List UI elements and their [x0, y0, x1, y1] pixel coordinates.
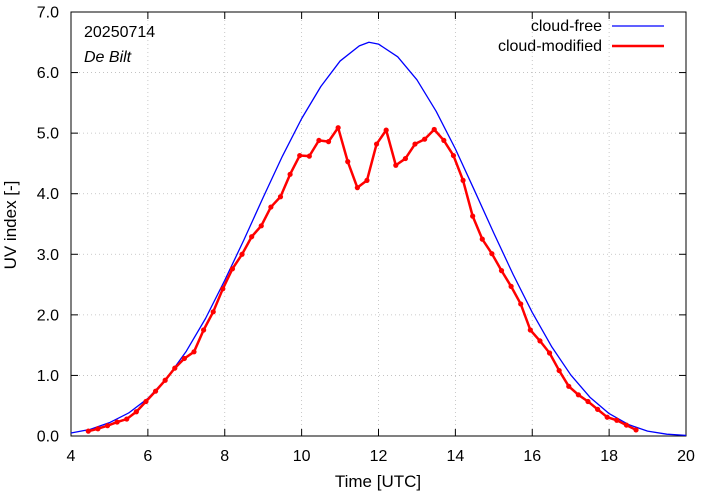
cloud-modified-point — [373, 141, 380, 147]
cloud-modified-point — [239, 251, 245, 257]
cloud-modified-point — [229, 266, 236, 272]
cloud-modified-point — [575, 392, 581, 398]
legend-label-cloud-modified: cloud-modified — [498, 38, 602, 55]
cloud-modified-point — [220, 286, 226, 292]
cloud-modified-point — [162, 377, 168, 383]
cloud-modified-point — [402, 155, 409, 162]
cloud-modified-point — [585, 398, 591, 405]
y-axis-label: UV index [-] — [1, 181, 20, 270]
cloud-modified-point — [181, 355, 187, 362]
cloud-modified-point — [95, 426, 101, 432]
x-tick-label: 18 — [600, 448, 618, 465]
cloud-modified-point — [383, 127, 389, 133]
x-tick-label: 4 — [67, 448, 76, 465]
cloud-modified-point — [85, 428, 91, 434]
cloud-modified-point — [527, 327, 533, 333]
cloud-modified-point — [566, 383, 572, 389]
date-annotation: 20250714 — [84, 24, 155, 41]
station-annotation: De Bilt — [84, 49, 132, 66]
cloud-modified-point — [335, 125, 341, 131]
cloud-modified-point — [479, 236, 485, 242]
cloud-modified-point — [633, 427, 639, 433]
cloud-modified-point — [268, 204, 274, 210]
cloud-modified-point — [364, 177, 370, 183]
cloud-modified-point — [143, 398, 149, 405]
cloud-modified-point — [594, 406, 601, 412]
y-tick-label: 2.0 — [37, 307, 59, 324]
cloud-modified-point — [614, 417, 620, 423]
cloud-modified-point — [518, 301, 524, 307]
cloud-modified-point — [537, 338, 543, 344]
cloud-modified-point — [325, 139, 332, 145]
cloud-modified-point — [124, 416, 130, 422]
cloud-modified-point — [393, 162, 399, 168]
x-tick-label: 10 — [293, 448, 311, 465]
cloud-modified-point — [498, 268, 505, 274]
cloud-modified-point — [460, 177, 466, 183]
cloud-modified-point — [623, 422, 630, 428]
x-tick-labels: 4 6 8 10 12 14 16 18 20 — [67, 448, 695, 465]
cloud-modified-line — [87, 126, 637, 433]
axes — [70, 11, 687, 437]
x-tick-label: 16 — [523, 448, 541, 465]
x-tick-label: 12 — [370, 448, 388, 465]
cloud-modified-point — [297, 152, 303, 159]
y-tick-label: 6.0 — [37, 65, 59, 82]
cloud-modified-point — [604, 414, 610, 420]
cloud-modified-point — [412, 141, 418, 147]
grid — [71, 12, 686, 436]
cloud-modified-point — [508, 283, 514, 289]
series — [70, 41, 687, 437]
y-tick-label: 1.0 — [37, 368, 59, 385]
y-tick-label: 7.0 — [37, 5, 59, 22]
x-tick-label: 6 — [143, 448, 152, 465]
y-tick-label: 0.0 — [37, 429, 59, 446]
y-tick-label: 5.0 — [37, 126, 59, 143]
cloud-modified-point — [354, 185, 360, 191]
cloud-modified-point — [201, 327, 207, 333]
cloud-modified-point — [114, 419, 120, 425]
x-tick-label: 8 — [220, 448, 229, 465]
cloud-modified-point — [191, 349, 197, 355]
y-tick-label: 4.0 — [37, 186, 59, 203]
x-axis-label: Time [UTC] — [335, 472, 421, 491]
cloud-modified-point — [422, 136, 428, 142]
legend-label-cloud-free: cloud-free — [531, 18, 602, 35]
cloud-modified-point — [556, 367, 562, 374]
cloud-modified-point — [104, 423, 111, 429]
cloud-modified-point — [441, 137, 447, 144]
cloud-modified-point — [306, 153, 312, 159]
y-tick-label: 3.0 — [37, 247, 59, 264]
cloud-modified-point — [546, 350, 553, 356]
cloud-modified-point — [277, 194, 284, 200]
cloud-modified-point — [450, 152, 457, 159]
cloud-modified-point — [133, 409, 139, 415]
cloud-modified-point — [172, 365, 178, 371]
y-tick-labels: 0.0 1.0 2.0 3.0 4.0 5.0 6.0 7.0 — [37, 5, 59, 446]
cloud-modified-point — [431, 126, 437, 133]
cloud-modified-point — [210, 309, 216, 315]
x-tick-label: 20 — [677, 448, 695, 465]
cloud-modified-point — [345, 159, 351, 165]
plot-frame — [70, 11, 687, 437]
x-tick-label: 14 — [446, 448, 464, 465]
cloud-modified-point — [470, 213, 476, 219]
cloud-modified-point — [316, 137, 322, 144]
cloud-modified-point — [152, 388, 159, 394]
cloud-modified-point — [258, 223, 264, 229]
cloud-modified-point — [249, 234, 255, 240]
legend: cloud-free cloud-modified — [498, 18, 664, 55]
cloud-modified-point — [287, 171, 293, 177]
cloud-modified-point — [489, 251, 495, 257]
